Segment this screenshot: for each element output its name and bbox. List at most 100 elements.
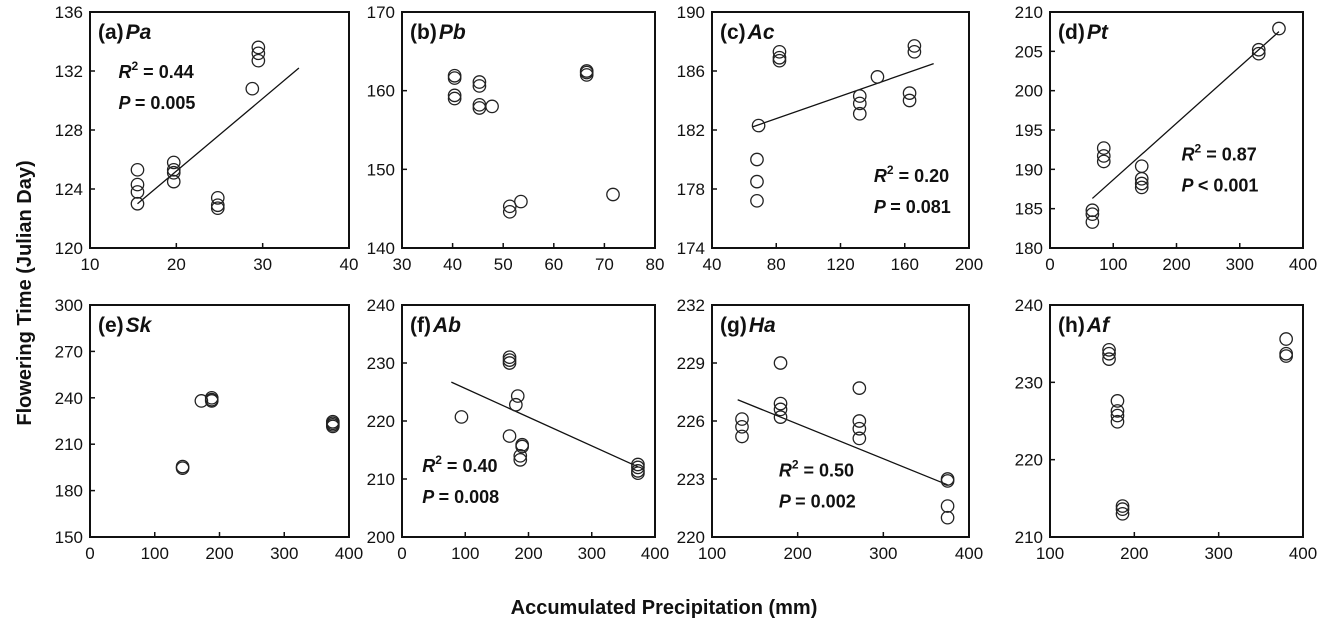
p-value: = 0.081 <box>890 197 951 217</box>
y-tick-label: 132 <box>55 62 83 81</box>
data-point <box>472 79 487 93</box>
y-tick-label: 229 <box>677 354 705 373</box>
y-tick-label: 150 <box>367 160 395 179</box>
x-tick-label: 10 <box>81 255 100 274</box>
y-tick-label: 150 <box>55 528 83 547</box>
data-point <box>210 198 225 213</box>
data-point <box>502 353 517 367</box>
x-tick-label: 0 <box>85 544 94 563</box>
p-value: = 0.008 <box>439 487 500 507</box>
x-tick-label: 100 <box>698 544 726 563</box>
panel-species: Ab <box>432 314 461 337</box>
data-point <box>750 152 764 167</box>
panel-label: (h)Af <box>1058 314 1111 337</box>
x-tick-label: 200 <box>514 544 542 563</box>
r-squared-value: 0.50 <box>819 461 854 481</box>
y-tick-label: 220 <box>677 528 705 547</box>
data-point <box>940 474 955 488</box>
y-tick-label: 160 <box>367 82 395 101</box>
data-point <box>852 414 867 428</box>
panel-species: Af <box>1086 314 1111 337</box>
data-point <box>166 174 181 189</box>
data-point <box>1115 499 1130 513</box>
panel-species: Pa <box>126 21 152 44</box>
x-tick-label: 300 <box>578 544 606 563</box>
x-tick-label: 30 <box>393 255 412 274</box>
panel-species: Ha <box>749 314 776 337</box>
y-tick-label: 210 <box>1015 3 1043 22</box>
r-squared-label: R2 = 0.40 <box>422 453 497 476</box>
data-point <box>325 419 340 434</box>
data-point <box>447 91 462 106</box>
panel-label: (c)Ac <box>720 21 775 44</box>
data-point <box>773 402 788 417</box>
data-point <box>902 93 917 108</box>
data-point <box>1110 408 1125 423</box>
data-point <box>472 97 487 112</box>
data-point <box>1110 404 1125 418</box>
data-point <box>852 421 867 436</box>
data-point <box>852 106 867 121</box>
data-point <box>485 99 499 114</box>
x-tick-label: 100 <box>1036 544 1064 563</box>
y-tick-label: 182 <box>677 121 705 140</box>
y-tick-label: 128 <box>55 121 83 140</box>
data-point <box>773 356 788 370</box>
panel-letter: (h) <box>1058 314 1085 337</box>
y-tick-label: 223 <box>677 470 705 489</box>
data-point <box>772 53 787 68</box>
data-point <box>735 429 749 444</box>
x-tick-label: 40 <box>340 255 359 274</box>
x-tick-label: 40 <box>703 255 722 274</box>
x-tick-label: 30 <box>253 255 272 274</box>
panel-species: Pb <box>439 21 466 44</box>
x-tick-label: 0 <box>397 544 406 563</box>
panel-letter: (e) <box>98 314 124 337</box>
data-point <box>1134 180 1149 195</box>
x-tick-label: 60 <box>544 255 563 274</box>
y-tick-label: 190 <box>677 3 705 22</box>
y-tick-label: 300 <box>55 296 83 315</box>
data-point <box>606 187 620 202</box>
x-tick-label: 400 <box>955 544 983 563</box>
data-point <box>907 39 922 53</box>
panel-a: 120 124 128 132 136 10 20 30 40 (a)Pa R2 = 0.44 P =… <box>55 3 359 274</box>
panel-label: (a)Pa <box>98 21 152 44</box>
x-tick-label: 50 <box>494 255 513 274</box>
panel-b: 140 150 160 170 30 40 50 60 70 80 (b)Pb <box>367 3 665 274</box>
y-tick-label: 232 <box>677 296 705 315</box>
plot-frame <box>1049 304 1304 538</box>
r-squared-value: 0.44 <box>159 62 194 82</box>
r-squared-label: R2 = 0.20 <box>874 163 949 186</box>
x-axis-title: Accumulated Precipitation (mm) <box>511 597 818 619</box>
p-value-label: P = 0.005 <box>118 93 195 113</box>
y-tick-label: 210 <box>55 435 83 454</box>
data-point <box>454 410 469 424</box>
data-point <box>1134 171 1149 186</box>
data-point <box>1102 352 1116 366</box>
data-point <box>940 499 955 513</box>
x-tick-label: 80 <box>646 255 665 274</box>
data-point <box>166 165 181 180</box>
r-squared-label: R2 = 0.44 <box>118 59 193 82</box>
y-tick-label: 120 <box>55 239 83 258</box>
y-tick-label: 136 <box>55 3 83 22</box>
panel-c: 174 178 182 186 190 40 80 120 160 200 (c)Ac R2 = 0.… <box>677 3 984 274</box>
data-point <box>1096 149 1111 163</box>
data-point <box>513 448 528 463</box>
data-point <box>447 71 462 85</box>
x-tick-label: 100 <box>1099 255 1127 274</box>
data-point <box>1279 332 1293 346</box>
panel-d: 180 185 190 195 200 205 210 0 100 200 300 400 (d)Pt R… <box>1015 3 1318 274</box>
y-tick-label: 200 <box>1015 82 1043 101</box>
panel-h: 210 220 230 240 100 200 300 400 (h)Af <box>1015 296 1318 563</box>
x-tick-label: 300 <box>1226 255 1254 274</box>
y-tick-label: 210 <box>1015 528 1043 547</box>
data-point <box>502 356 517 370</box>
data-point <box>251 40 266 55</box>
data-point <box>750 174 764 189</box>
data-point <box>515 439 530 454</box>
y-tick-label: 185 <box>1015 200 1043 219</box>
y-tick-label: 190 <box>1015 160 1043 179</box>
x-tick-label: 300 <box>270 544 298 563</box>
